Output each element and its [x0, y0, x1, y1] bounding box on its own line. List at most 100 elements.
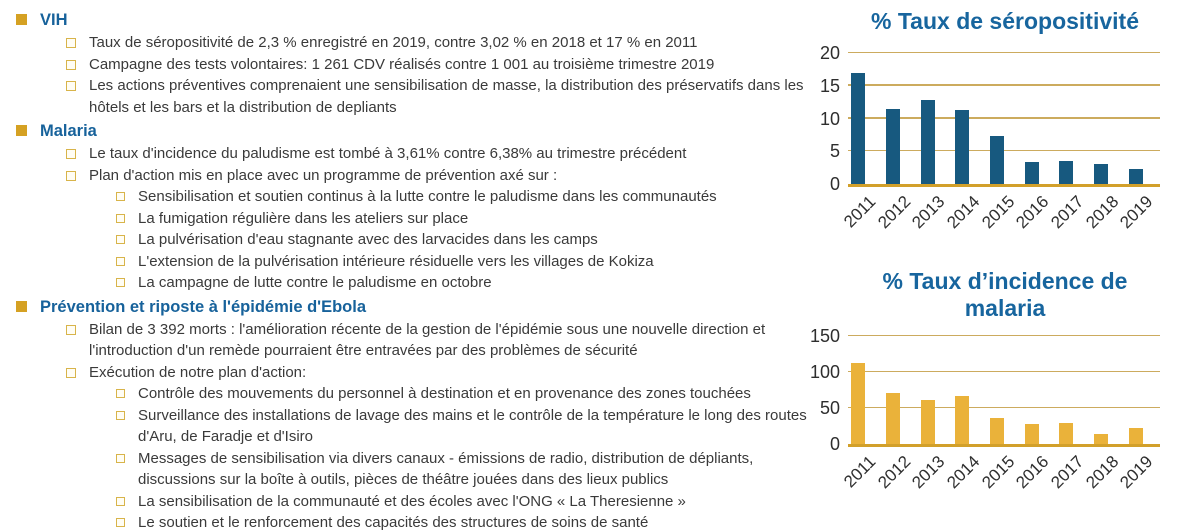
item-text: Les actions préventives comprenaient une… — [89, 77, 804, 116]
bullet-outline-icon — [66, 170, 76, 181]
bar-2019 — [1128, 168, 1143, 184]
x-tick-label: 2019 — [1116, 192, 1157, 233]
bullet-outline-icon — [66, 324, 76, 335]
y-tick-label: 20 — [819, 43, 840, 63]
bullet-square-icon — [16, 300, 27, 312]
plot-area — [848, 51, 1160, 187]
bullet-outline-icon — [66, 149, 76, 159]
list-item: Les actions préventives comprenaient une… — [66, 75, 810, 118]
x-tick-label: 2014 — [943, 452, 984, 493]
gridline — [848, 117, 1160, 119]
x-tick-label: 2011 — [840, 192, 880, 232]
chart-title-malaria: % Taux d’incidence de malaria — [882, 268, 1128, 321]
list-item: Contrôle des mouvements du personnel à d… — [116, 383, 810, 405]
x-tick-label: 2015 — [977, 452, 1019, 493]
list-item: Bilan de 3 392 morts : l'amélioration ré… — [66, 319, 810, 362]
list-item: Messages de sensibilisation via divers c… — [116, 448, 810, 491]
y-tick-label: 0 — [829, 434, 840, 454]
bar-2018 — [1094, 164, 1109, 184]
list-item: Sensibilisation et soutien continus à la… — [116, 186, 810, 208]
item-text: Taux de séropositivité de 2,3 % enregist… — [89, 34, 698, 51]
bullet-square-icon — [16, 125, 27, 136]
bar-2013 — [920, 100, 935, 184]
charts-panel: % Taux de séropositivité 0 5 10 15 20 2011 20… — [809, 0, 1198, 532]
list-item: Le soutien et le renforcement des capaci… — [116, 512, 810, 532]
list-item: Campagne des tests volontaires: 1 261 CD… — [66, 54, 810, 76]
item-text: La pulvérisation d'eau stagnante avec de… — [138, 231, 598, 248]
list-item: Le taux d'incidence du paludisme est tom… — [66, 143, 810, 165]
chart-seropositivity: % Taux de séropositivité 0 5 10 15 20 2011 20… — [812, 8, 1198, 244]
plot-area — [848, 334, 1160, 447]
gridline — [848, 370, 1160, 373]
bullet-outline-icon — [116, 410, 125, 420]
bar-2015 — [990, 136, 1005, 184]
item-text: Exécution de notre plan d'action: — [89, 363, 307, 381]
bullet-outline-icon — [116, 213, 125, 223]
chart-title-seropositivity: % Taux de séropositivité — [871, 8, 1139, 34]
item-text: Le taux d'incidence du paludisme est tom… — [89, 145, 687, 162]
list-item: La fumigation régulière dans les atelier… — [116, 208, 810, 230]
y-tick-label: 100 — [809, 362, 840, 383]
bar-2014 — [955, 396, 970, 444]
list-item: La campagne de lutte contre le paludisme… — [116, 272, 810, 294]
bar-2012 — [886, 392, 901, 444]
bar-2015 — [990, 418, 1005, 444]
bar-2011 — [851, 362, 866, 444]
bar-2014 — [955, 110, 970, 184]
item-text: Le soutien et le renforcement des capaci… — [138, 514, 649, 531]
x-tick-label: 2014 — [943, 192, 984, 233]
y-tick-label: 15 — [819, 75, 840, 96]
x-tick-label: 2018 — [1081, 452, 1123, 493]
section-heading: Malaria — [16, 120, 810, 142]
item-text: Surveillance des installations de lavage… — [138, 406, 807, 446]
section-title: Prévention et riposte à l'épidémie d'Ebo… — [40, 297, 367, 316]
list-item: La sensibilisation de la communauté et d… — [116, 491, 810, 513]
chart-malaria-incidence: % Taux d’incidence de malaria 0 50 100 150 … — [809, 268, 1198, 504]
bar-2016 — [1024, 161, 1039, 184]
x-tick-label: 2016 — [1012, 192, 1053, 233]
list-item: Surveillance des installations de lavage… — [116, 405, 810, 448]
item-text: Bilan de 3 392 morts : l'amélioration ré… — [89, 320, 766, 360]
x-tick-label: 2016 — [1012, 452, 1053, 493]
bullet-outline-icon — [66, 81, 76, 91]
x-axis-labels: 2011 2012 2013 2014 2015 2016 2017 2018 2019 — [840, 444, 1160, 504]
bullet-outline-icon — [116, 389, 125, 398]
x-tick-label: 2012 — [873, 452, 915, 493]
bar-2018 — [1094, 433, 1109, 444]
x-tick-label: 2011 — [840, 452, 880, 492]
section-heading: Prévention et riposte à l'épidémie d'Ebo… — [16, 296, 810, 318]
gridline — [848, 334, 1160, 336]
item-text: Contrôle des mouvements du personnel à d… — [138, 385, 751, 402]
bar-2019 — [1128, 428, 1143, 444]
list-item: La pulvérisation d'eau stagnante avec de… — [116, 229, 810, 251]
x-axis-labels: 2011 2012 2013 2014 2015 2016 2017 2018 2019 — [840, 184, 1160, 244]
section-title: Malaria — [40, 122, 97, 140]
item-text: L'extension de la pulvérisation intérieu… — [138, 252, 654, 270]
bullet-outline-icon — [66, 367, 76, 378]
x-tick-label: 2013 — [908, 192, 949, 233]
bar-2017 — [1059, 423, 1074, 444]
x-tick-label: 2017 — [1047, 452, 1088, 493]
item-text: Plan d'action mis en place avec un progr… — [89, 166, 558, 184]
y-axis-labels: 0 5 10 15 20 — [812, 44, 848, 193]
x-tick-label: 2017 — [1047, 192, 1088, 233]
item-text: Messages de sensibilisation via divers c… — [138, 449, 754, 489]
bar-2012 — [886, 108, 901, 184]
item-text: Campagne des tests volontaires: 1 261 CD… — [89, 55, 715, 73]
bar-2011 — [851, 72, 866, 184]
bar-2017 — [1059, 161, 1074, 184]
y-tick-label: 5 — [829, 141, 840, 162]
item-text: La sensibilisation de la communauté et d… — [138, 492, 686, 510]
bullet-outline-icon — [66, 59, 76, 70]
bullet-outline-icon — [116, 278, 125, 287]
bullet-content: VIH Taux de séropositivité de 2,3 % enreg… — [16, 9, 810, 532]
plot-wrap: 0 5 10 15 20 — [812, 44, 1198, 193]
gridline — [848, 406, 1160, 409]
list-item: Plan d'action mis en place avec un progr… — [66, 165, 810, 187]
x-tick-label: 2013 — [908, 452, 949, 493]
section-heading: VIH — [16, 9, 810, 31]
y-tick-label: 150 — [809, 326, 840, 346]
item-text: La fumigation régulière dans les atelier… — [138, 209, 469, 227]
bullet-outline-icon — [116, 256, 125, 266]
